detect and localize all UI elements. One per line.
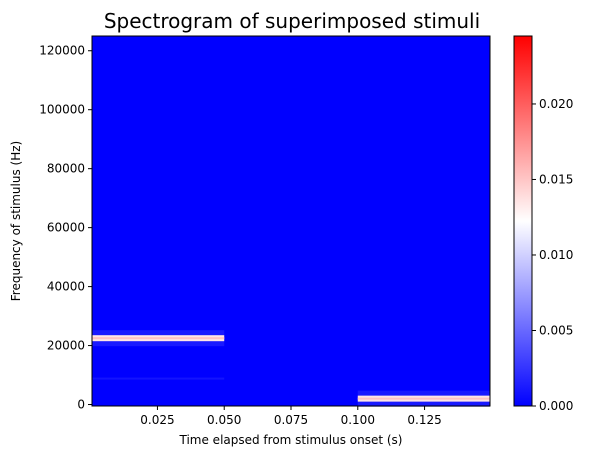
y-tick-label: 60000 <box>47 221 85 235</box>
y-tick-label: 0 <box>77 398 85 412</box>
y-tick-label: 80000 <box>47 162 85 176</box>
colorbar-tick-label: 0.000 <box>539 399 573 413</box>
colorbar-axis: 0.000 0.005 0.010 0.015 0.020 <box>532 97 573 413</box>
x-tick-label: 0.100 <box>341 413 375 427</box>
x-tick-label: 0.125 <box>407 413 441 427</box>
y-axis: 0 20000 40000 60000 80000 100000 120000 <box>39 44 92 412</box>
stimulus-band-1 <box>92 337 225 340</box>
x-tick-label: 0.050 <box>207 413 241 427</box>
spectrogram-plot-area <box>92 36 490 406</box>
x-tick-label: 0.075 <box>274 413 308 427</box>
colorbar <box>514 36 532 406</box>
colorbar-tick-label: 0.015 <box>539 172 573 186</box>
x-axis-label: Time elapsed from stimulus onset (s) <box>179 433 403 447</box>
y-tick-label: 120000 <box>39 44 85 58</box>
y-tick-label: 40000 <box>47 280 85 294</box>
y-axis-label: Frequency of stimulus (Hz) <box>9 141 23 301</box>
colorbar-tick-label: 0.010 <box>539 248 573 262</box>
y-tick-label: 100000 <box>39 103 85 117</box>
spectrogram-heatmap <box>92 330 490 407</box>
colorbar-frame <box>513 35 533 407</box>
colorbar-tick-label: 0.020 <box>539 97 573 111</box>
y-tick-label: 20000 <box>47 339 85 353</box>
x-tick-label: 0.025 <box>140 413 174 427</box>
stimulus-band-faint-1 <box>92 377 225 380</box>
chart-title: Spectrogram of superimposed stimuli <box>104 9 480 33</box>
x-axis: 0.025 0.050 0.075 0.100 0.125 <box>140 406 442 427</box>
stimulus-band-2 <box>357 397 490 400</box>
colorbar-tick-label: 0.005 <box>539 323 573 337</box>
